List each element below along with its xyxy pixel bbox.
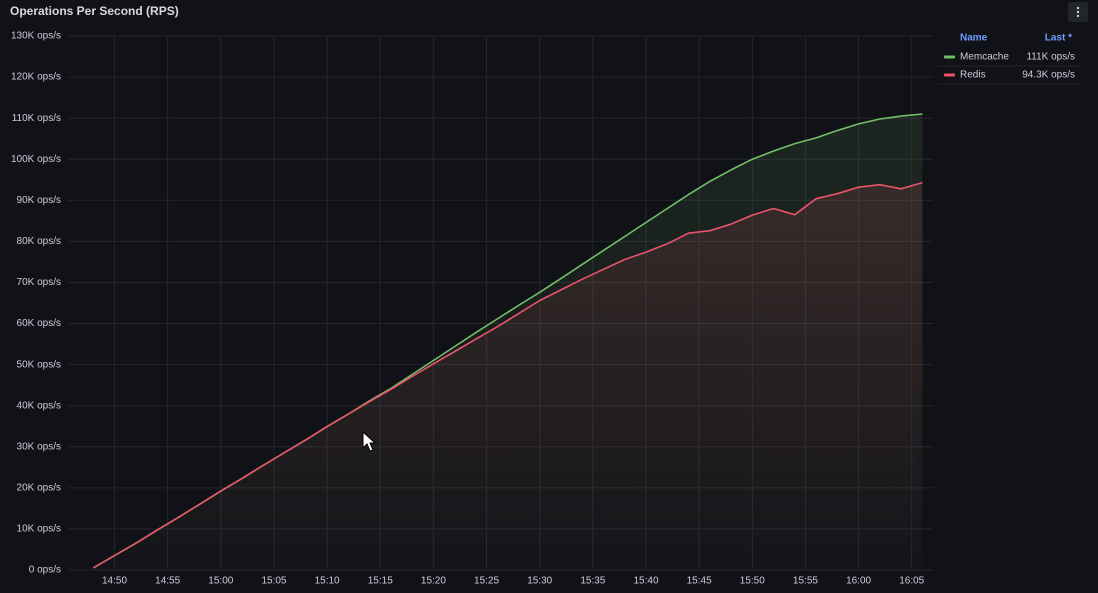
y-tick-label: 20K ops/s (17, 482, 61, 493)
y-tick-label: 90K ops/s (17, 195, 61, 206)
y-tick-label: 80K ops/s (17, 236, 61, 247)
series-area (93, 182, 923, 570)
x-tick-label: 15:50 (740, 576, 765, 587)
x-tick-label: 16:05 (899, 576, 924, 587)
x-tick-label: 15:30 (527, 576, 552, 587)
x-tick-label: 15:10 (315, 576, 340, 587)
legend-name[interactable]: Redis (960, 70, 986, 81)
x-tick-label: 14:50 (102, 576, 127, 587)
y-tick-label: 120K ops/s (11, 72, 61, 83)
menu-dot (1076, 10, 1080, 14)
y-tick-label: 30K ops/s (17, 441, 61, 452)
x-tick-label: 15:45 (687, 576, 712, 587)
y-tick-label: 100K ops/s (11, 154, 61, 165)
panel-title: Operations Per Second (RPS) (10, 4, 179, 18)
x-tick-label: 15:20 (421, 576, 446, 587)
legend-value: 94.3K ops/s (1022, 70, 1075, 81)
y-tick-label: 50K ops/s (17, 359, 61, 370)
y-tick-label: 130K ops/s (11, 31, 61, 42)
x-tick-label: 15:05 (261, 576, 286, 587)
x-tick-label: 15:00 (208, 576, 233, 587)
panel-menu[interactable] (1068, 2, 1088, 22)
series-line (92, 181, 923, 569)
y-tick-label: 60K ops/s (17, 318, 61, 329)
menu-dot (1076, 6, 1080, 10)
y-tick-label: 0 ops/s (29, 565, 61, 576)
x-tick-label: 15:55 (793, 576, 818, 587)
menu-dot (1076, 14, 1080, 18)
y-tick-label: 110K ops/s (12, 113, 61, 124)
y-tick-label: 40K ops/s (17, 400, 61, 411)
x-tick-label: 14:55 (155, 576, 180, 587)
legend-name-header[interactable]: Name (960, 33, 988, 44)
x-tick-label: 15:15 (368, 576, 393, 587)
x-tick-label: 16:00 (846, 576, 871, 587)
legend: Name Last * Memcache 111K ops/s Redis 94.3K… (938, 33, 1080, 85)
x-tick-label: 15:40 (633, 576, 658, 587)
legend-swatch (944, 73, 955, 77)
x-tick-label: 15:35 (580, 576, 605, 587)
mouse-cursor (362, 430, 377, 452)
y-tick-label: 70K ops/s (17, 277, 61, 288)
legend-value: 111K ops/s (1026, 52, 1075, 63)
legend-name[interactable]: Memcache (960, 52, 1009, 63)
legend-value-header[interactable]: Last * (1045, 33, 1072, 44)
legend-swatch (944, 55, 955, 59)
x-tick-label: 15:25 (474, 576, 499, 587)
y-tick-label: 10K ops/s (17, 524, 61, 535)
